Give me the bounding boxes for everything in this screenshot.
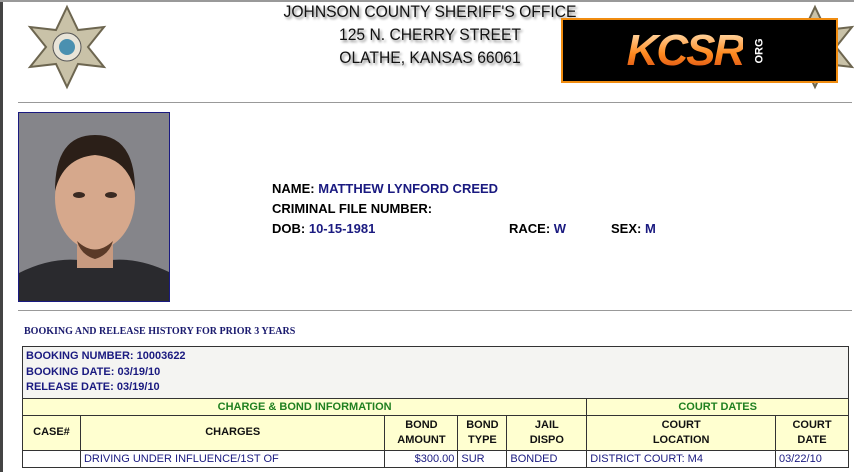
- cell-bond-type: SUR: [457, 449, 508, 468]
- booking-info: BOOKING NUMBER: 10003622 BOOKING DATE: 0…: [22, 346, 849, 399]
- col-bond-amount: BOND AMOUNT: [384, 414, 459, 451]
- mugshot-photo: [18, 112, 170, 302]
- criminal-file-field: CRIMINAL FILE NUMBER:: [272, 201, 433, 216]
- sheriff-badge-left: [27, 4, 107, 90]
- office-name: JOHNSON COUNTY SHERIFF'S OFFICE: [283, 2, 577, 21]
- person-name: MATTHEW LYNFORD CREED: [318, 181, 499, 196]
- col-court-location: COURT LOCATION: [586, 414, 776, 451]
- booking-table: BOOKING NUMBER: 10003622 BOOKING DATE: 0…: [21, 346, 849, 468]
- logo-suffix: ORG: [753, 37, 766, 64]
- divider: [18, 102, 852, 103]
- office-street: 125 N. CHERRY STREET: [339, 25, 521, 44]
- cell-jail-dispo: BONDED: [506, 449, 588, 468]
- top-border: [0, 0, 854, 2]
- col-case: CASE#: [22, 414, 81, 451]
- cell-charges: DRIVING UNDER INFLUENCE/1ST OF: [79, 449, 386, 468]
- col-charges: CHARGES: [79, 414, 386, 451]
- col-jail-dispo: JAIL DISPO: [506, 414, 588, 451]
- court-dates-group-header: COURT DATES: [586, 397, 849, 416]
- sex-field: SEX: M: [611, 221, 656, 236]
- release-date: RELEASE DATE: 03/19/10: [26, 381, 160, 393]
- booking-date: BOOKING DATE: 03/19/10: [26, 365, 161, 378]
- race-field: RACE: W: [509, 221, 567, 236]
- dob-field: DOB: 10-15-1981: [272, 221, 376, 236]
- cell-case: [22, 449, 81, 468]
- divider: [18, 310, 852, 311]
- history-title: BOOKING AND RELEASE HISTORY FOR PRIOR 3 …: [24, 326, 296, 337]
- kcsr-logo[interactable]: KCSR ORG: [561, 18, 838, 83]
- name-field: NAME: MATTHEW LYNFORD CREED: [272, 181, 499, 196]
- charge-bond-group-header: CHARGE & BOND INFORMATION: [21, 397, 588, 416]
- office-header: JOHNSON COUNTY SHERIFF'S OFFICE 125 N. C…: [264, 0, 595, 69]
- cell-court-date: 03/22/10: [775, 449, 849, 468]
- logo-text: KCSR: [626, 25, 746, 75]
- booking-number: BOOKING NUMBER: 10003622: [26, 350, 186, 362]
- col-court-date: COURT DATE: [775, 414, 849, 451]
- col-bond-type: BOND TYPE: [457, 414, 508, 451]
- window-edge: [0, 0, 3, 472]
- cell-court-location: DISTRICT COURT: M4: [586, 449, 776, 468]
- person-dob: 10-15-1981: [308, 221, 376, 236]
- table-row: DRIVING UNDER INFLUENCE/1ST OF $300.00 S…: [22, 449, 849, 468]
- office-city: OLATHE, KANSAS 66061: [339, 48, 521, 67]
- cell-bond-amount: $300.00: [384, 449, 459, 468]
